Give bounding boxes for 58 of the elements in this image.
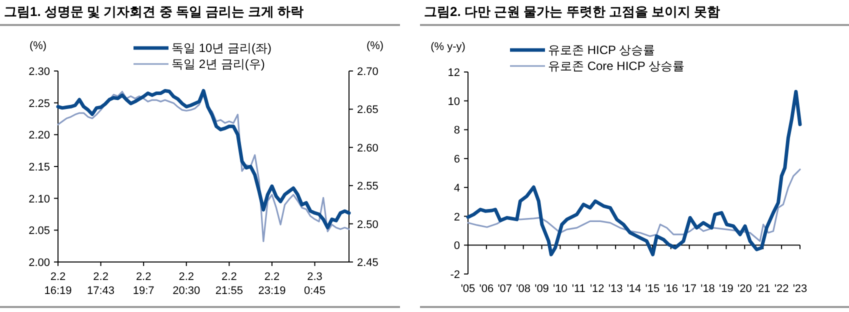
y-tick-label: 2.05 (28, 225, 50, 238)
y-tick-label: 10 (448, 96, 460, 108)
x-tick-label: 2.2 20:30 (172, 271, 200, 297)
y2-tick-label: 2.65 (357, 104, 378, 116)
y-tick-label: 6 (454, 154, 460, 166)
y-tick-label: 2.00 (28, 257, 50, 269)
x-tick-label: '23 (792, 283, 808, 295)
y-tick-label: 2.15 (28, 162, 50, 174)
x-tick-label: '20 (737, 283, 752, 295)
y-tick-label: 0 (454, 240, 460, 252)
y-tick-label: 2.20 (28, 130, 50, 142)
y-tick-label: 4 (454, 182, 460, 194)
x-tick-label: '17 (682, 283, 697, 295)
x-tick-label: 2.2 21:55 (215, 271, 243, 297)
y-tick-label: 2 (454, 211, 460, 224)
line-series (467, 168, 801, 242)
y-axis-title: (%) (29, 40, 47, 52)
x-tick-label: '22 (774, 283, 789, 295)
x-tick-label: '16 (664, 283, 678, 295)
y2-tick-label: 2.60 (357, 142, 378, 154)
y-tick-label: -2 (450, 269, 460, 281)
x-tick-label: '06 (479, 283, 494, 295)
chart-title: 그림1. 성명문 및 기자회견 중 독일 금리는 크게 하락 (0, 0, 400, 26)
line-series (466, 90, 802, 256)
x-tick-label: '13 (608, 283, 623, 295)
x-tick-label: '12 (590, 283, 604, 295)
legend-label: 유로존 HICP 상승률 (548, 43, 656, 57)
legend-label: 독일 10년 금리(좌) (172, 41, 272, 55)
y2-tick-label: 2.50 (357, 218, 378, 231)
x-tick-label: '21 (756, 283, 770, 295)
x-tick-label: '11 (572, 283, 586, 295)
y2-tick-label: 2.70 (357, 66, 378, 78)
x-tick-label: 2.2 16:19 (44, 271, 72, 297)
x-tick-label: '19 (719, 283, 734, 295)
x-tick-label: '14 (626, 283, 642, 295)
y-tick-label: 2.10 (28, 193, 50, 206)
y2-axis-title: (%) (366, 40, 384, 52)
x-tick-label: '08 (516, 283, 531, 295)
x-tick-label: '18 (700, 283, 715, 295)
legend-label: 유로존 Core HICP 상승률 (548, 59, 684, 73)
y-axis-title: (% y-y) (430, 41, 466, 53)
chart-title: 그림2. 다만 근원 물가는 뚜렷한 고점을 보이지 못함 (420, 0, 849, 26)
y2-tick-label: 2.55 (357, 180, 378, 193)
x-tick-label: 2.2 23:19 (258, 271, 286, 297)
x-tick-label: 2.3 0:45 (304, 271, 326, 297)
y-tick-label: 12 (448, 67, 460, 79)
y-tick-label: 2.25 (28, 98, 50, 110)
x-tick-label: '09 (534, 283, 549, 295)
x-tick-label: '15 (645, 283, 660, 295)
x-tick-label: 2.2 19:7 (132, 271, 154, 297)
y-tick-label: 2.30 (28, 66, 50, 78)
x-tick-label: '05 (460, 283, 476, 295)
x-tick-label: 2.2 17:43 (87, 271, 115, 297)
y2-tick-label: 2.45 (357, 257, 378, 269)
x-tick-label: '07 (498, 283, 512, 295)
x-tick-label: '10 (553, 283, 568, 295)
legend-label: 독일 2년 금리(우) (172, 57, 265, 71)
y-tick-label: 8 (454, 124, 460, 137)
